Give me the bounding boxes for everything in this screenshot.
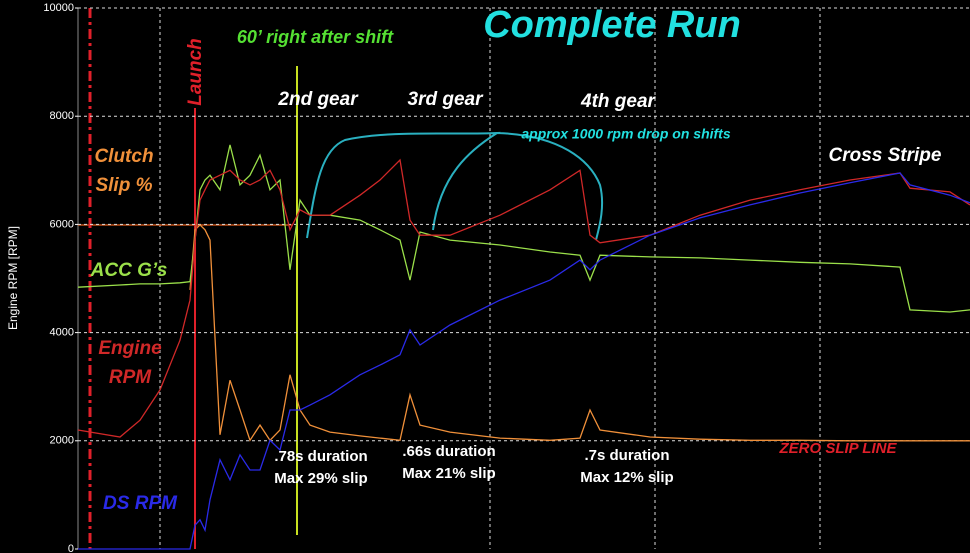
series-label: Engine RPM bbox=[98, 338, 162, 388]
y-tick-label: 10000 bbox=[43, 2, 74, 14]
chart-title: Complete Run bbox=[483, 4, 741, 46]
annotation: .66s duration bbox=[402, 443, 495, 460]
annotation: .78s duration bbox=[274, 448, 367, 465]
series-label: DS RPM bbox=[103, 493, 177, 514]
x-grid bbox=[159, 8, 821, 549]
annotation: 2nd gear bbox=[277, 89, 359, 110]
annotation: .7s duration bbox=[584, 447, 669, 464]
annotation: Launch bbox=[185, 38, 206, 106]
annotation: approx 1000 rpm drop on shifts bbox=[521, 126, 730, 142]
series-line bbox=[78, 172, 970, 550]
y-tick-label: 4000 bbox=[50, 327, 74, 339]
series-line bbox=[189, 223, 970, 442]
series-label: ACC G’s bbox=[90, 260, 168, 281]
annotation: Max 21% slip bbox=[402, 465, 495, 482]
bracket bbox=[306, 131, 604, 241]
annotation: Max 29% slip bbox=[274, 470, 367, 487]
annotation: Max 12% slip bbox=[580, 469, 673, 486]
y-tick-label: 0 bbox=[68, 543, 74, 553]
series-line bbox=[77, 158, 970, 438]
y-axis-label: Engine RPM [RPM] bbox=[6, 226, 20, 330]
annotation: 4th gear bbox=[580, 91, 657, 112]
series-label: Clutch Slip % bbox=[94, 146, 154, 196]
y-tick-label: 8000 bbox=[50, 110, 74, 122]
annotation: ZERO SLIP LINE bbox=[779, 440, 898, 457]
y-tick-label: 6000 bbox=[50, 218, 74, 230]
annotation: Cross Stripe bbox=[829, 145, 942, 166]
y-tick-label: 2000 bbox=[50, 435, 74, 447]
annotation: 60’ right after shift bbox=[237, 27, 394, 47]
annotation: 3rd gear bbox=[408, 89, 485, 110]
